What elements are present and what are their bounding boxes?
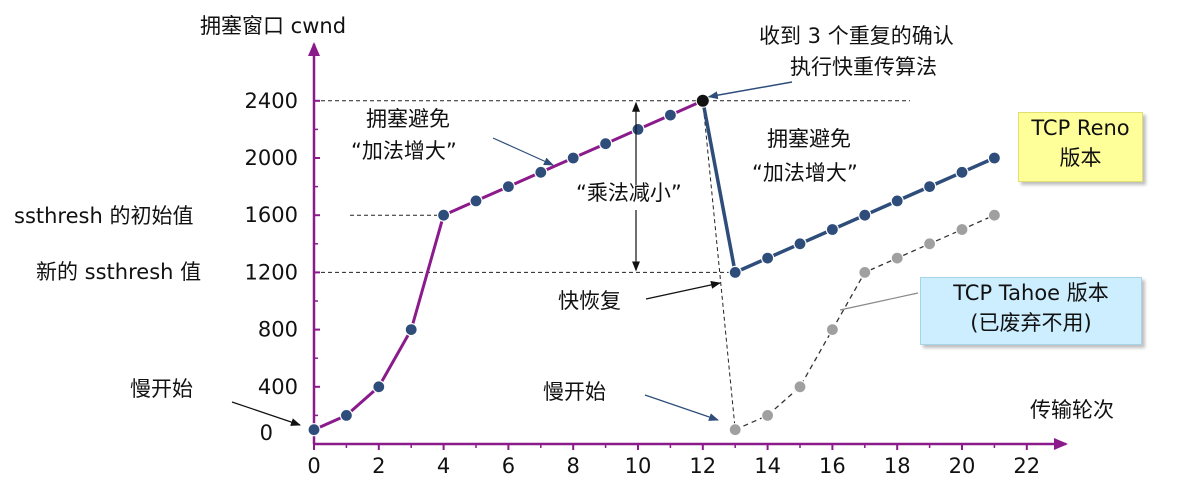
x-tick-label: 16 bbox=[819, 454, 846, 478]
legend-tahoe-box: TCP Tahoe 版本 (已废弃不用) bbox=[920, 277, 1142, 345]
point-main bbox=[404, 323, 418, 337]
x-tick-label: 12 bbox=[689, 454, 716, 478]
x-tick-label: 14 bbox=[754, 454, 781, 478]
x-tick-label: 0 bbox=[307, 454, 320, 478]
y-tick-label: 1200 bbox=[245, 260, 298, 284]
point-main bbox=[307, 423, 321, 437]
ca2-label-line2: “加法增大” bbox=[752, 161, 858, 185]
arrow-triple-ack bbox=[707, 81, 793, 100]
axes bbox=[308, 42, 1068, 450]
legend-reno-line1: TCP Reno bbox=[1031, 116, 1130, 140]
legend-reno-line2: 版本 bbox=[1059, 146, 1102, 170]
ca2-label-line1: 拥塞避免 bbox=[767, 127, 851, 151]
y-tick-label: 0 bbox=[260, 421, 273, 445]
arrow-slow-start-1 bbox=[231, 401, 301, 426]
ca1-label-line1: 拥塞避免 bbox=[366, 107, 450, 131]
point-reno bbox=[890, 194, 904, 208]
point-tahoe bbox=[793, 380, 807, 394]
point-tahoe bbox=[858, 265, 872, 279]
arrow-ca1 bbox=[492, 137, 554, 166]
y-tick-label: 2400 bbox=[245, 89, 298, 113]
point-reno bbox=[858, 208, 872, 222]
legend-tahoe-line2: (已废弃不用) bbox=[970, 311, 1092, 335]
x-tick-label: 2 bbox=[372, 454, 385, 478]
arrow-fast-recovery bbox=[645, 280, 721, 300]
point-main bbox=[598, 137, 613, 151]
x-axis-title: 传输轮次 bbox=[1030, 398, 1114, 422]
x-tick-label: 18 bbox=[884, 454, 911, 478]
series-points bbox=[307, 93, 1002, 437]
y-tick-label: 400 bbox=[258, 375, 298, 399]
x-tick-label: 10 bbox=[625, 454, 652, 478]
legend-reno-box: TCP Reno 版本 bbox=[1018, 112, 1143, 182]
point-reno bbox=[728, 265, 742, 279]
point-peak bbox=[695, 93, 710, 108]
point-main bbox=[566, 151, 580, 165]
tick-labels: 0 2 4 6 8 10 12 14 16 18 20 22 0 400 800 1200 1600 2000 24… bbox=[245, 89, 1041, 478]
fast-recovery-label: 快恢复 bbox=[558, 289, 621, 313]
point-reno bbox=[922, 180, 937, 194]
point-reno bbox=[760, 251, 775, 265]
point-reno bbox=[793, 237, 807, 251]
point-tahoe bbox=[955, 222, 969, 237]
initial-ssthresh-label: ssthresh 的初始值 bbox=[14, 204, 193, 228]
slow-start-label-2: 慢开始 bbox=[543, 380, 606, 404]
x-tick-label: 4 bbox=[437, 454, 450, 478]
arrow-tahoe-legend bbox=[839, 292, 919, 311]
arrow-slow-start-2 bbox=[644, 394, 719, 421]
point-main bbox=[501, 180, 515, 194]
fast-retransmit-label: 执行快重传算法 bbox=[790, 55, 937, 79]
point-main bbox=[372, 380, 386, 394]
point-main bbox=[534, 165, 548, 179]
ca1-label-line2: “加法增大” bbox=[351, 139, 457, 163]
y-tick-label: 1600 bbox=[245, 203, 298, 227]
guide-tahoe-drop bbox=[702, 100, 736, 430]
x-tick-label: 22 bbox=[1013, 454, 1040, 478]
y-tick-label: 800 bbox=[258, 318, 298, 342]
point-reno bbox=[987, 151, 1002, 165]
point-main bbox=[339, 408, 353, 422]
point-main bbox=[631, 122, 645, 136]
triple-ack-label: 收到 3 个重复的确认 bbox=[759, 24, 954, 48]
series-line-reno-drop bbox=[701, 100, 737, 273]
point-main bbox=[469, 194, 483, 208]
legend-tahoe-line1: TCP Tahoe 版本 bbox=[953, 281, 1109, 305]
annotation-arrows bbox=[231, 81, 919, 426]
y-axis-title: 拥塞窗口 cwnd bbox=[200, 14, 346, 38]
y-tick-label: 2000 bbox=[245, 146, 298, 170]
point-tahoe bbox=[760, 408, 775, 422]
guide-lines bbox=[314, 100, 910, 430]
point-reno bbox=[955, 165, 969, 179]
point-reno bbox=[825, 222, 840, 237]
point-main bbox=[663, 108, 678, 122]
slow-start-label-1: 慢开始 bbox=[130, 377, 193, 401]
multiplicative-decrease-label: “乘法减小” bbox=[576, 181, 682, 205]
point-main bbox=[437, 208, 451, 222]
point-tahoe bbox=[987, 208, 1002, 222]
new-ssthresh-label: 新的 ssthresh 值 bbox=[36, 260, 201, 284]
point-tahoe bbox=[728, 423, 742, 437]
x-tick-label: 20 bbox=[949, 454, 976, 478]
x-tick-label: 6 bbox=[502, 454, 515, 478]
point-tahoe bbox=[890, 251, 904, 265]
x-tick-label: 8 bbox=[567, 454, 580, 478]
point-tahoe bbox=[825, 323, 840, 337]
point-tahoe bbox=[922, 237, 937, 251]
